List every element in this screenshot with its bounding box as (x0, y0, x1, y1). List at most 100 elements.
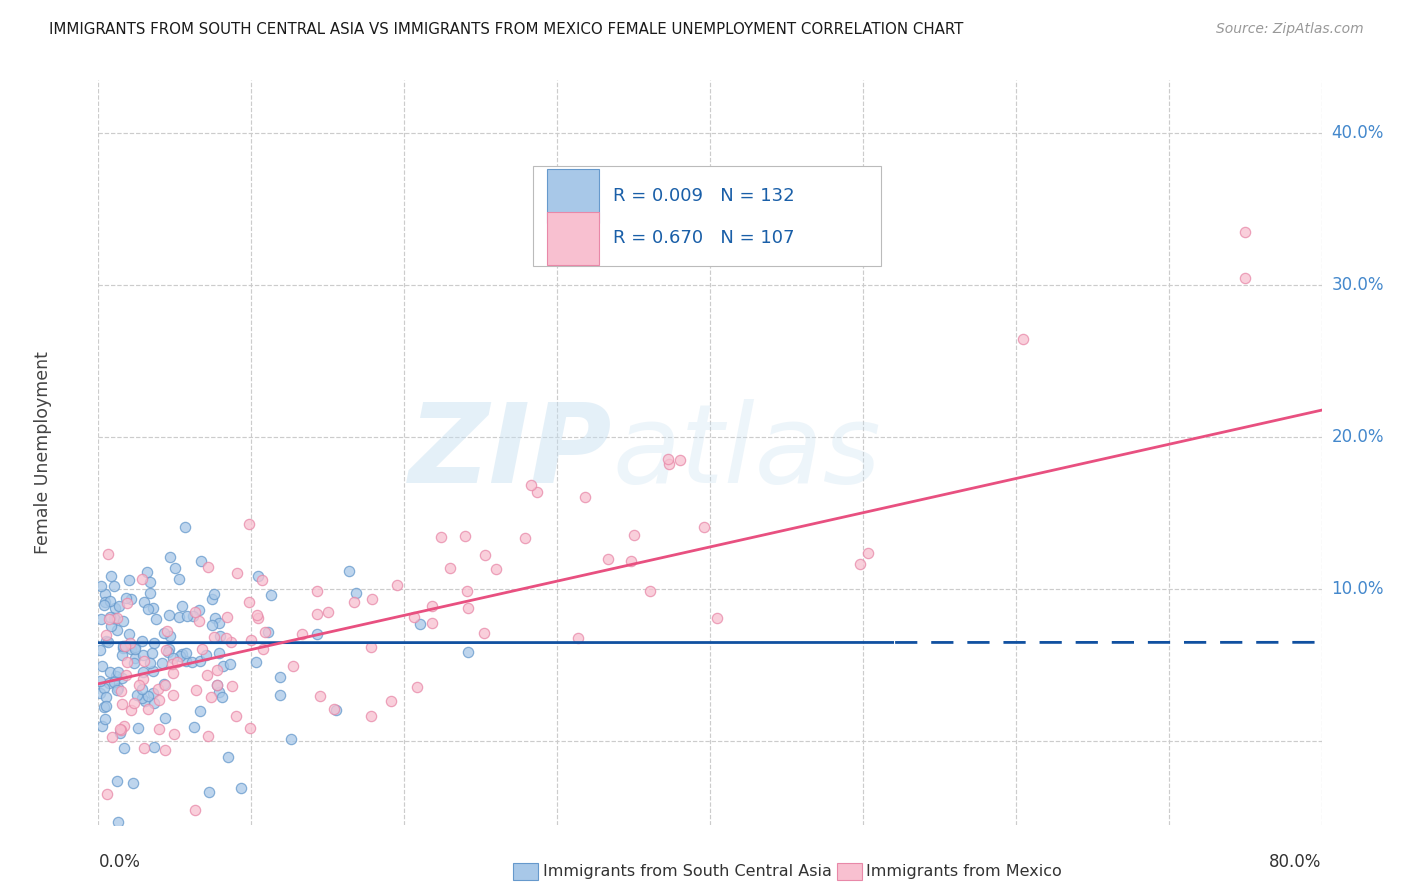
Point (162, 688, 184, 702)
FancyBboxPatch shape (533, 166, 882, 267)
Point (205, 678, 228, 692)
Point (472, 626, 495, 640)
Point (181, 608, 204, 623)
Text: Female Unemployment: Female Unemployment (34, 351, 52, 554)
Point (221, 679, 243, 693)
Point (308, 689, 330, 703)
Point (100, 619, 122, 633)
Point (181, 655, 204, 669)
Point (454, 528, 477, 542)
Point (143, 740, 166, 755)
Point (219, 635, 242, 649)
Point (195, 667, 218, 681)
Text: R = 0.009   N = 132: R = 0.009 N = 132 (613, 187, 794, 205)
Point (132, 648, 155, 663)
Point (658, 457, 681, 471)
Point (89, 685, 111, 699)
Point (239, 633, 262, 648)
Point (174, 653, 197, 667)
Point (706, 610, 728, 624)
Point (188, 614, 211, 628)
Point (115, 591, 138, 605)
Point (217, 750, 239, 764)
Point (94, 712, 117, 726)
Text: 80.0%: 80.0% (1270, 853, 1322, 871)
Point (127, 722, 149, 736)
Point (207, 678, 229, 692)
Point (856, 546, 879, 560)
Point (138, 602, 160, 616)
Point (167, 572, 190, 586)
Point (115, 595, 138, 609)
Point (142, 685, 165, 699)
Point (520, 478, 543, 492)
Point (122, 656, 145, 670)
Point (142, 601, 165, 615)
Point (141, 646, 163, 660)
Point (657, 452, 679, 467)
Point (231, 780, 253, 795)
Point (98, 676, 121, 690)
Point (281, 659, 304, 673)
Point (344, 586, 367, 600)
Point (148, 693, 170, 707)
Point (101, 731, 124, 745)
Point (131, 672, 153, 686)
Point (188, 602, 211, 616)
Point (145, 612, 167, 626)
Point (226, 566, 249, 581)
Point (148, 681, 170, 696)
Point (1234, 271, 1257, 285)
Point (114, 639, 136, 653)
Point (89, 673, 111, 688)
Point (112, 719, 135, 733)
Point (316, 605, 339, 619)
Text: 20.0%: 20.0% (1331, 428, 1384, 447)
Point (104, 601, 127, 615)
Point (163, 727, 186, 741)
Point (405, 680, 427, 694)
Point (112, 639, 135, 653)
Point (96, 699, 118, 714)
Text: Immigrants from South Central Asia: Immigrants from South Central Asia (543, 864, 831, 879)
Point (117, 626, 139, 640)
Point (103, 579, 125, 593)
Point (110, 723, 132, 737)
Point (169, 648, 191, 663)
Point (305, 583, 328, 598)
Point (107, 665, 129, 679)
Point (200, 690, 222, 705)
Point (138, 575, 160, 590)
Point (120, 703, 142, 717)
Point (90, 579, 112, 593)
Point (174, 520, 197, 534)
Point (132, 654, 155, 668)
Point (131, 690, 153, 705)
Point (90, 612, 112, 626)
Point (97, 635, 120, 649)
Point (111, 641, 134, 656)
Point (238, 595, 260, 609)
Point (153, 710, 176, 724)
Point (250, 573, 273, 587)
Point (157, 641, 180, 656)
Point (1234, 225, 1257, 239)
Point (118, 636, 141, 650)
Point (205, 663, 228, 677)
Point (131, 681, 153, 696)
Point (96, 787, 118, 801)
Point (138, 586, 160, 600)
Point (110, 683, 132, 698)
Point (207, 685, 229, 699)
Point (188, 705, 211, 719)
Point (204, 611, 226, 625)
Point (90, 719, 112, 733)
Point (208, 615, 231, 630)
Point (640, 583, 662, 598)
Point (143, 635, 166, 649)
Point (111, 671, 134, 685)
Point (150, 657, 173, 671)
Point (260, 588, 283, 602)
Point (105, 773, 128, 788)
Point (93, 699, 115, 714)
